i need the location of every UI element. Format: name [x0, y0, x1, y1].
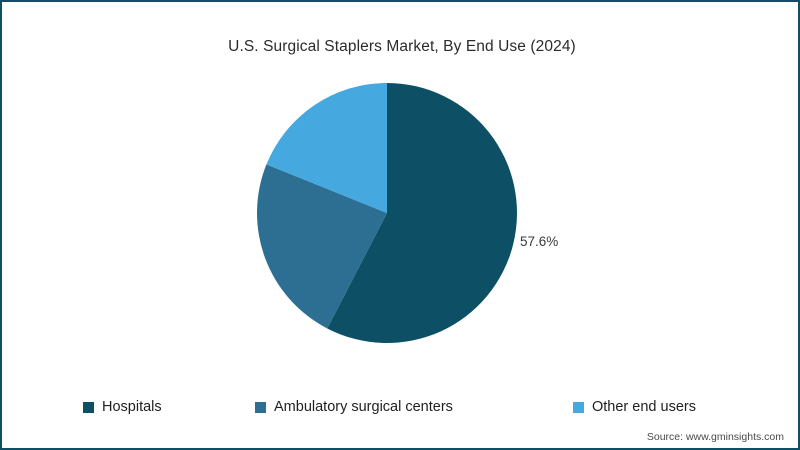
pie-slice-data-label: 57.6%	[520, 234, 559, 249]
legend-swatch-icon	[573, 401, 584, 413]
legend-item-label: Other end users	[592, 399, 696, 415]
legend-swatch-icon	[255, 401, 266, 413]
legend-item-label: Ambulatory surgical centers	[274, 399, 453, 415]
pie-chart	[256, 82, 518, 344]
pie-slice[interactable]	[256, 164, 387, 329]
pie-slice[interactable]	[327, 83, 517, 343]
legend-item-label: Hospitals	[102, 399, 162, 415]
legend-item-ambulatory-surgical-centers[interactable]: Ambulatory surgical centers	[255, 396, 453, 418]
pie-slice[interactable]	[266, 83, 387, 213]
legend-item-other-end-users[interactable]: Other end users	[573, 396, 696, 418]
page-title: U.S. Surgical Staplers Market, By End Us…	[228, 38, 576, 55]
pie-chart-svg	[256, 83, 517, 343]
pie-slice-group	[256, 83, 517, 343]
legend-item-hospitals[interactable]: Hospitals	[83, 396, 162, 418]
source-attribution: Source: www.gminsights.com	[646, 431, 784, 443]
legend-swatch-icon	[83, 401, 94, 413]
chart-legend: Hospitals Ambulatory surgical centers Ot…	[2, 396, 798, 418]
